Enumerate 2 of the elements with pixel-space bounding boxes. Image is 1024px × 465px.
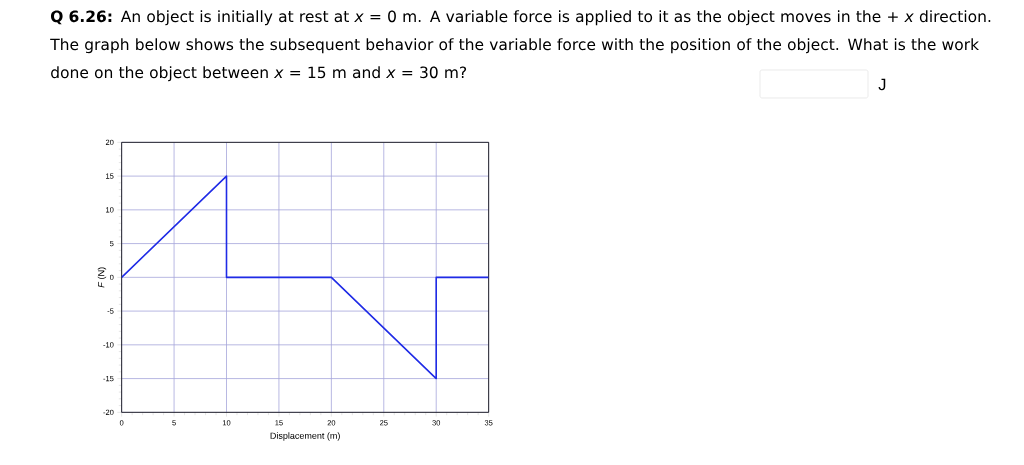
x-axis-title: Displacement (m) bbox=[270, 432, 340, 441]
y-axis-title: F (N) bbox=[97, 267, 107, 288]
